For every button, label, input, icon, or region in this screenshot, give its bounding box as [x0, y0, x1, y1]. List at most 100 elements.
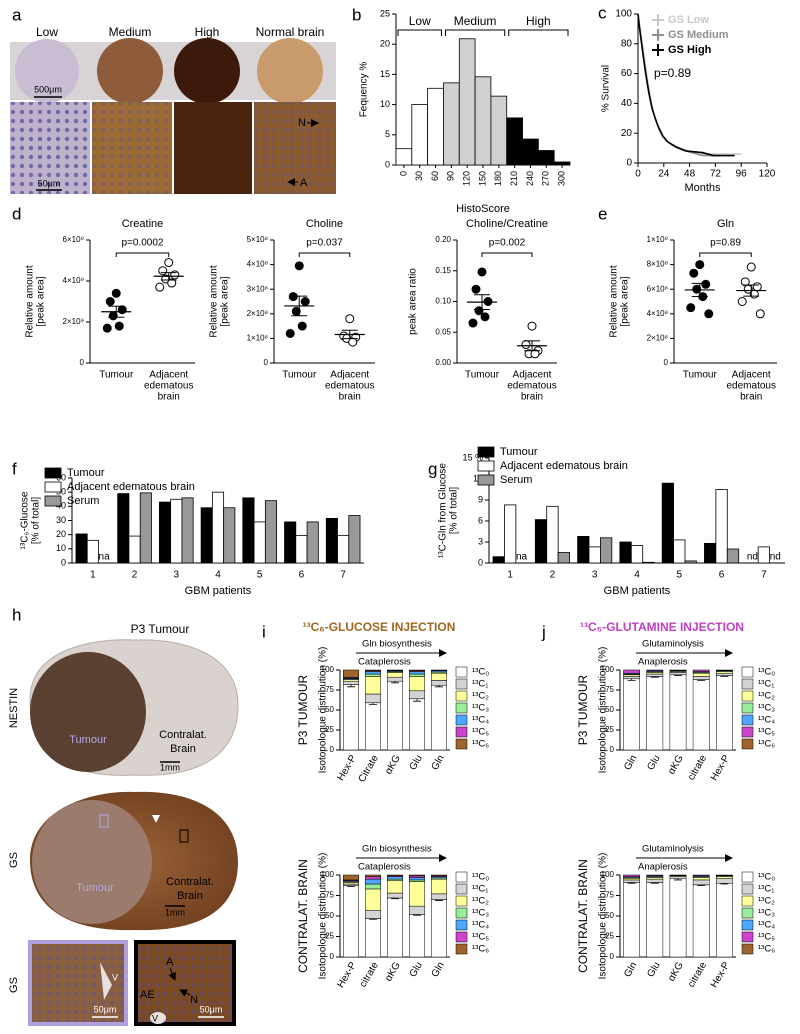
legend-swatch	[741, 895, 754, 907]
panel-letter: a	[12, 5, 22, 24]
tissue-core	[174, 38, 240, 104]
legend-label: ¹³C₅	[472, 932, 489, 943]
x-tick-label: citrate	[686, 753, 709, 782]
legend-label: ¹³C₃	[758, 703, 775, 714]
legend-swatch	[455, 666, 468, 678]
x-tick-label: 30	[414, 171, 424, 181]
y-tick-label: 100	[321, 870, 335, 879]
chart-title: Choline/Creatine	[466, 218, 548, 230]
stain-label: GS	[8, 977, 20, 993]
scale-label: 50μm	[200, 1004, 223, 1014]
bar	[253, 521, 266, 564]
arrow	[168, 967, 176, 981]
bar	[427, 87, 444, 166]
legend-label: GS High	[668, 44, 712, 56]
x-tick-label: brain	[740, 392, 762, 403]
bar-segment	[409, 676, 425, 692]
bar	[223, 507, 236, 564]
x-tick-label: 72	[710, 169, 722, 180]
legend-swatch	[455, 943, 468, 955]
sem-bar	[524, 340, 540, 352]
column-label: High	[195, 25, 220, 39]
bar	[537, 150, 555, 166]
bar-segment	[409, 905, 425, 915]
x-tick-label: Hex-P	[709, 753, 733, 783]
tumour-region	[30, 652, 146, 772]
bar	[443, 82, 460, 166]
x-tick-label: Gln	[622, 960, 639, 979]
legend-swatch	[455, 726, 468, 738]
data-point	[294, 261, 304, 271]
legend-swatch	[455, 883, 468, 895]
bar	[704, 543, 717, 564]
x-tick-label: Gln	[430, 753, 447, 772]
x-tick-label: 90	[446, 171, 456, 181]
y-axis-label: Isotopologue distribution (%)	[598, 647, 609, 774]
bar-segment	[692, 676, 710, 680]
bar	[726, 548, 740, 564]
bar-segment	[623, 678, 640, 751]
legend-swatch	[741, 666, 754, 678]
tissue-core	[257, 38, 323, 104]
significance-bracket	[115, 252, 170, 257]
y-axis-label: Relative amount	[609, 265, 620, 337]
legend-swatch	[741, 690, 754, 702]
legend-label: ¹³C₂	[472, 896, 489, 907]
arrow-label: Anaplerosis	[638, 862, 688, 873]
y-tick-label: 0	[264, 358, 269, 367]
y-tick-label: 100	[601, 665, 615, 674]
bar-segment	[409, 874, 425, 877]
x-tick-label: 120	[462, 171, 472, 186]
y-tick-label: 15 %	[462, 452, 483, 462]
x-tick-label: Glu	[645, 753, 662, 772]
bar	[490, 95, 508, 166]
legend-swatch	[741, 678, 754, 690]
y-tick-label: 0	[664, 358, 669, 367]
y-tick-label: 2×10⁹	[63, 317, 84, 326]
x-tick-label: Hex-P	[709, 960, 733, 990]
y-tick-label: 0	[330, 745, 335, 754]
sem-bar	[108, 305, 125, 318]
value-label: nd	[770, 552, 781, 563]
legend-label: Adjacent edematous brain	[500, 460, 628, 472]
legend-swatch	[44, 467, 62, 479]
legend-label: ¹³C₂	[758, 691, 775, 702]
x-tick-label: Tumour	[99, 370, 134, 381]
x-tick-label: 120	[759, 169, 776, 180]
x-tick-label: edematous	[507, 381, 556, 392]
bar-segment	[716, 878, 733, 884]
legend-swatch	[455, 931, 468, 943]
x-tick-label: 3	[174, 570, 180, 581]
bar	[715, 489, 728, 564]
significance-bracket	[298, 252, 351, 257]
x-tick-label: Gln	[622, 753, 639, 772]
data-point	[483, 297, 493, 306]
legend-swatch	[477, 446, 495, 458]
y-tick-label: 50	[325, 705, 334, 714]
bar-segment	[365, 671, 381, 675]
bar-segment	[669, 674, 687, 751]
group-bracket	[397, 29, 442, 36]
y-tick-label: 10	[56, 543, 66, 553]
bar	[474, 76, 492, 166]
bar	[757, 546, 770, 564]
x-tick-label: 24	[658, 169, 670, 180]
y-tick-label: 25	[605, 725, 614, 734]
data-point	[477, 267, 487, 277]
micrograph	[254, 102, 336, 194]
bar	[395, 148, 413, 166]
legend-label: ¹³C₁	[472, 884, 488, 895]
bar-segment	[692, 877, 710, 881]
y-axis-label: [peak area]	[620, 276, 631, 326]
y-tick-label: 6×10⁹	[63, 235, 84, 244]
column-label: Low	[36, 25, 58, 39]
legend-label: Serum	[500, 474, 532, 486]
survival-curve	[637, 13, 735, 157]
y-axis-label: [peak area]	[36, 276, 47, 326]
sem-bar	[743, 284, 760, 297]
panel-header: ¹³C₆-GLUCOSE INJECTION	[303, 620, 456, 634]
data-point	[704, 309, 714, 319]
arrow-label: Anaplerosis	[638, 657, 688, 668]
x-tick-label: αKG	[383, 960, 403, 983]
legend-swatch	[455, 702, 468, 714]
